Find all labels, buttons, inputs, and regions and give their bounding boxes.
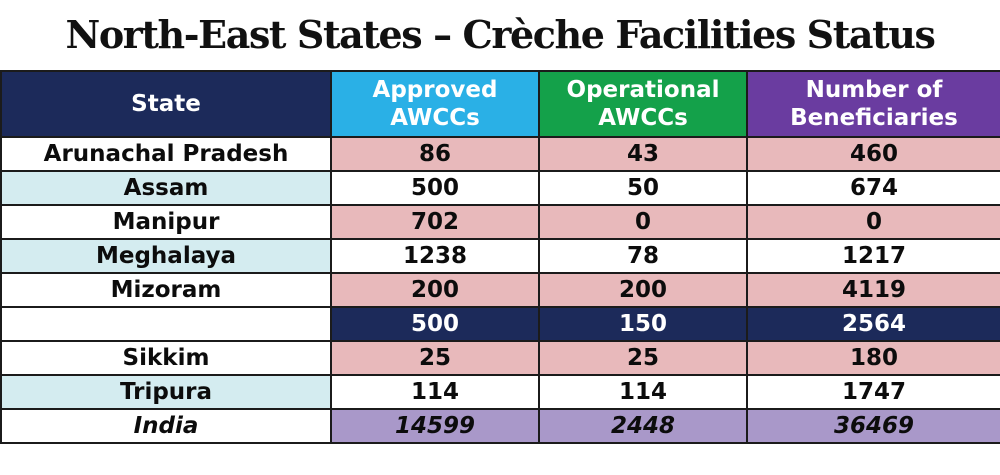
header-label-line: AWCCs	[598, 105, 688, 131]
approved-awccs-cell: 25	[330, 340, 540, 376]
state-cell: Mizoram	[0, 272, 332, 308]
operational-awccs-cell: 0	[538, 204, 748, 240]
state-cell: Assam	[0, 170, 332, 206]
approved-awccs-cell: 200	[330, 272, 540, 308]
header-state: State	[0, 70, 332, 138]
approved-awccs-cell: 500	[330, 306, 540, 342]
table-row: Manipur 702 0 0	[0, 204, 1000, 240]
table-header-row: State Approved AWCCs Operational AWCCs Num…	[0, 70, 1000, 138]
chart-title: North-East States – Crèche Facilities St…	[65, 12, 936, 57]
beneficiaries-cell: 674	[746, 170, 1000, 206]
operational-awccs-cell: 150	[538, 306, 748, 342]
table-row: Sikkim 25 25 180	[0, 340, 1000, 376]
operational-awccs-cell: 43	[538, 136, 748, 172]
operational-awccs-cell: 2448	[538, 408, 748, 444]
header-label-line: State	[131, 91, 201, 117]
operational-awccs-cell: 78	[538, 238, 748, 274]
creche-status-table: State Approved AWCCs Operational AWCCs Num…	[0, 70, 1000, 444]
state-cell: Nagaland	[0, 306, 332, 342]
header-operational-awccs: Operational AWCCs	[538, 70, 748, 138]
table-row: Arunachal Pradesh 86 43 460	[0, 136, 1000, 172]
beneficiaries-cell: 36469	[746, 408, 1000, 444]
total-row: India 14599 2448 36469	[0, 408, 1000, 444]
operational-awccs-cell: 200	[538, 272, 748, 308]
beneficiaries-cell: 4119	[746, 272, 1000, 308]
table-row: Assam 500 50 674	[0, 170, 1000, 206]
approved-awccs-cell: 500	[330, 170, 540, 206]
header-label-line: AWCCs	[390, 105, 480, 131]
header-label-line: Beneficiaries	[790, 105, 958, 131]
beneficiaries-cell: 1747	[746, 374, 1000, 410]
header-number-of-beneficiaries: Number of Beneficiaries	[746, 70, 1000, 138]
state-cell: Sikkim	[0, 340, 332, 376]
operational-awccs-cell: 114	[538, 374, 748, 410]
state-cell: Tripura	[0, 374, 332, 410]
beneficiaries-cell: 2564	[746, 306, 1000, 342]
table-row: Mizoram 200 200 4119	[0, 272, 1000, 308]
table-row: Nagaland 500 150 2564	[0, 306, 1000, 342]
state-cell: Manipur	[0, 204, 332, 240]
header-label-line: Number of	[805, 77, 943, 103]
beneficiaries-cell: 1217	[746, 238, 1000, 274]
header-approved-awccs: Approved AWCCs	[330, 70, 540, 138]
operational-awccs-cell: 50	[538, 170, 748, 206]
state-cell: Meghalaya	[0, 238, 332, 274]
state-cell: India	[0, 408, 332, 444]
approved-awccs-cell: 702	[330, 204, 540, 240]
beneficiaries-cell: 180	[746, 340, 1000, 376]
approved-awccs-cell: 86	[330, 136, 540, 172]
header-label-line: Approved	[372, 77, 498, 103]
table-body: Arunachal Pradesh 86 43 460 Assam 500 50 674 Man…	[0, 136, 1000, 444]
approved-awccs-cell: 114	[330, 374, 540, 410]
approved-awccs-cell: 1238	[330, 238, 540, 274]
state-cell: Arunachal Pradesh	[0, 136, 332, 172]
operational-awccs-cell: 25	[538, 340, 748, 376]
table-row: Tripura 114 114 1747	[0, 374, 1000, 410]
table-row: Meghalaya 1238 78 1217	[0, 238, 1000, 274]
beneficiaries-cell: 0	[746, 204, 1000, 240]
approved-awccs-cell: 14599	[330, 408, 540, 444]
beneficiaries-cell: 460	[746, 136, 1000, 172]
header-label-line: Operational	[566, 77, 720, 103]
